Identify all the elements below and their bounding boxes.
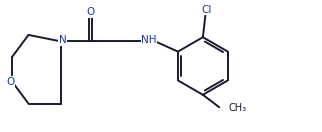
Text: N: N (59, 35, 66, 45)
Text: CH₃: CH₃ (228, 103, 247, 113)
Text: O: O (87, 7, 95, 17)
Text: Cl: Cl (201, 5, 211, 15)
Text: NH: NH (141, 35, 156, 45)
Text: O: O (6, 77, 14, 87)
